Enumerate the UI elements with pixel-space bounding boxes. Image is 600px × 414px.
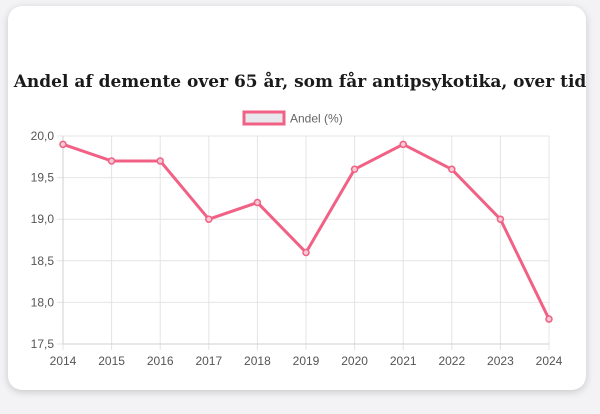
chart-card — [8, 6, 586, 390]
y-tick-label: 17,5 — [31, 337, 55, 351]
x-tick-label: 2018 — [244, 354, 271, 368]
y-tick-label: 19,0 — [31, 212, 55, 226]
data-point[interactable] — [107, 157, 116, 165]
x-tick-label: 2021 — [390, 354, 417, 368]
data-point[interactable] — [205, 215, 213, 223]
data-point[interactable] — [253, 198, 262, 207]
data-point[interactable] — [156, 157, 164, 165]
data-point[interactable] — [545, 315, 553, 323]
x-tick-label: 2015 — [98, 354, 125, 368]
x-tick-label: 2020 — [341, 354, 368, 368]
y-tick-label: 18,0 — [31, 295, 55, 309]
grid — [57, 135, 550, 350]
legend[interactable]: Andel (%) — [242, 110, 343, 126]
data-point[interactable] — [302, 248, 310, 257]
x-tick-label: 2016 — [147, 354, 174, 368]
x-tick-label: 2019 — [293, 354, 320, 368]
data-point[interactable] — [496, 215, 505, 223]
series-andel — [59, 140, 553, 323]
legend-label: Andel (%) — [290, 112, 343, 126]
y-tick-label: 20,0 — [31, 129, 55, 143]
x-tick-label: 2023 — [487, 354, 514, 368]
x-tick-label: 2017 — [195, 354, 222, 368]
data-point[interactable] — [448, 165, 456, 174]
y-tick-label: 19,5 — [31, 171, 55, 185]
x-tick-label: 2024 — [536, 354, 563, 368]
y-tick-label: 18,5 — [31, 254, 55, 268]
data-point[interactable] — [350, 165, 359, 174]
axes: 17,5 18,0 18,5 19,0 19,5 20,0 2014 2015 2016 2017… — [31, 129, 563, 368]
data-point[interactable] — [59, 140, 67, 149]
data-point[interactable] — [399, 140, 407, 149]
chart-title: Andel af demente over 65 år, som får ant… — [13, 72, 587, 92]
legend-swatch — [242, 110, 286, 126]
x-tick-label: 2022 — [438, 354, 465, 368]
x-tick-label: 2014 — [50, 354, 77, 368]
